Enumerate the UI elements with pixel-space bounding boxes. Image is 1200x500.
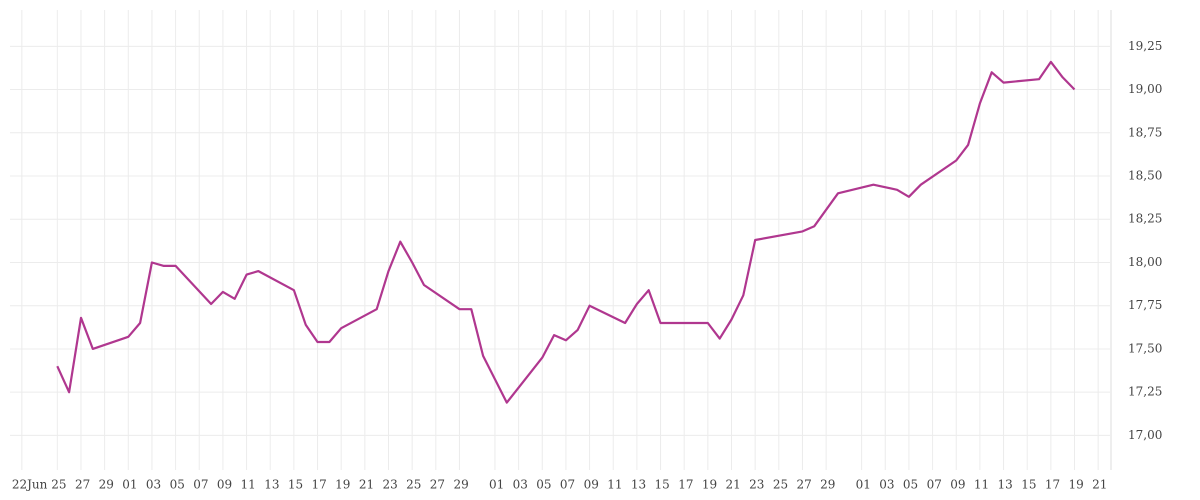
x-tick-label: 01 xyxy=(856,478,871,492)
x-tick-label: 25 xyxy=(406,478,421,492)
x-tick-label: 21 xyxy=(359,478,374,492)
line-series xyxy=(56,60,1076,404)
x-tick-label: 27 xyxy=(796,478,811,492)
x-tick-label: 17 xyxy=(312,478,327,492)
x-tick-label: 05 xyxy=(170,478,185,492)
x-tick-label: 09 xyxy=(950,478,965,492)
x-tick-label: 17 xyxy=(678,478,693,492)
x-tick-label: 15 xyxy=(288,478,303,492)
x-tick-label: 29 xyxy=(820,478,835,492)
y-tick-label: 18,50 xyxy=(1128,169,1162,183)
x-tick-label: 01 xyxy=(489,478,504,492)
x-tick-label: 27 xyxy=(430,478,445,492)
x-tick-label: 23 xyxy=(749,478,764,492)
x-tick-label: 07 xyxy=(560,478,575,492)
x-tick-label: 15 xyxy=(655,478,670,492)
x-tick-label: 11 xyxy=(974,478,989,492)
x-tick-label: 13 xyxy=(264,478,279,492)
y-tick-label: 17,75 xyxy=(1128,298,1162,312)
x-tick-label: 05 xyxy=(536,478,551,492)
x-tick-label: 21 xyxy=(726,478,741,492)
x-tick-label: 03 xyxy=(146,478,161,492)
y-tick-label: 19,00 xyxy=(1128,82,1162,96)
x-tick-label: 27 xyxy=(75,478,90,492)
x-tick-label: 07 xyxy=(193,478,208,492)
x-tick-label: 19 xyxy=(335,478,350,492)
y-tick-label: 18,25 xyxy=(1128,212,1162,226)
x-tick-label: 15 xyxy=(1021,478,1036,492)
x-tick-label: 25 xyxy=(51,478,66,492)
y-tick-label: 18,75 xyxy=(1128,125,1162,139)
x-tick-label: 09 xyxy=(584,478,599,492)
x-tick-label: 19 xyxy=(1069,478,1084,492)
x-tick-label: 21 xyxy=(1092,478,1107,492)
x-tick-label: 17 xyxy=(1045,478,1060,492)
x-tick-label: 22Jun xyxy=(12,478,48,492)
y-tick-label: 19,25 xyxy=(1128,39,1162,53)
x-tick-label: 09 xyxy=(217,478,232,492)
x-tick-label: 23 xyxy=(382,478,397,492)
x-tick-label: 03 xyxy=(513,478,528,492)
x-tick-label: 11 xyxy=(241,478,256,492)
x-tick-label: 07 xyxy=(927,478,942,492)
x-tick-label: 29 xyxy=(453,478,468,492)
y-tick-label: 17,00 xyxy=(1128,428,1162,442)
x-tick-label: 01 xyxy=(122,478,137,492)
x-tick-label: 11 xyxy=(607,478,622,492)
x-tick-label: 03 xyxy=(879,478,894,492)
x-tick-label: 13 xyxy=(631,478,646,492)
y-tick-label: 17,50 xyxy=(1128,341,1162,355)
x-tick-label: 25 xyxy=(773,478,788,492)
y-tick-label: 18,00 xyxy=(1128,255,1162,269)
x-tick-label: 29 xyxy=(99,478,114,492)
x-tick-label: 05 xyxy=(903,478,918,492)
x-tick-label: 13 xyxy=(998,478,1013,492)
x-tick-label: 19 xyxy=(702,478,717,492)
y-tick-label: 17,25 xyxy=(1128,385,1162,399)
